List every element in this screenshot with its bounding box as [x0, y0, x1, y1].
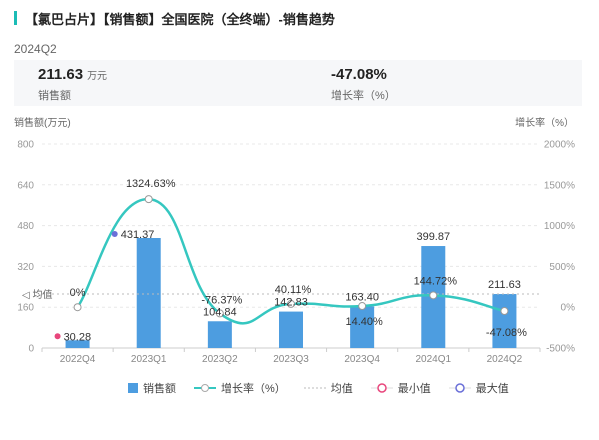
average-label: ◁ 均值	[22, 288, 52, 301]
min-point-marker	[54, 333, 61, 340]
legend-max-marker-icon	[448, 383, 471, 393]
y-tick-label: 800	[17, 140, 34, 151]
growth-rate-label: -76.37%	[201, 294, 242, 306]
y-axis-title: 销售额(万元)	[14, 116, 71, 129]
chart-title-bar: 【氯巴占片】【销售额】全国医院（全终端）-销售趋势	[14, 10, 335, 27]
legend-label-average: 均值	[330, 383, 353, 395]
growth-rate-label: 0%	[70, 287, 86, 299]
bar	[492, 294, 517, 348]
legend-item-growth[interactable]: 增长率（%）	[194, 380, 286, 396]
x-tick-label: 2023Q3	[273, 354, 309, 365]
min-value-label: 30.28	[64, 331, 92, 343]
growth-rate-label: 40.11%	[275, 284, 312, 296]
kpi-growth-value: -47.08%	[331, 66, 387, 83]
y2-axis-title: 增长率（%）	[515, 116, 574, 129]
y-tick-label: 160	[17, 303, 34, 314]
bar	[279, 311, 303, 348]
legend-item-average[interactable]: 均值	[303, 380, 353, 396]
growth-rate-line	[76, 197, 505, 325]
kpi-growth: -47.08% 增长率（%）	[331, 66, 396, 103]
legend-label-growth: 增长率（%）	[221, 383, 286, 395]
x-tick-label: 2023Q1	[131, 354, 167, 365]
x-tick-label: 2024Q1	[415, 354, 451, 365]
growth-rate-label: 1324.63%	[126, 178, 176, 190]
growth-rate-label: 14.40%	[345, 316, 383, 328]
x-tick-label: 2022Q4	[60, 354, 96, 365]
legend-label-max: 最大值	[475, 383, 509, 395]
y-tick-label: 0	[28, 344, 34, 355]
kpi-growth-label: 增长率（%）	[331, 90, 396, 102]
bar	[207, 321, 232, 348]
legend-min-marker-icon	[370, 383, 393, 393]
y2-tick-label: 0%	[561, 303, 576, 314]
y-tick-label: 320	[17, 262, 34, 273]
bar	[136, 238, 161, 348]
growth-rate-point	[429, 291, 438, 300]
bar-value-label: 399.87	[416, 231, 450, 243]
chart-title: 【氯巴占片】【销售额】全国医院（全终端）-销售趋势	[25, 11, 335, 27]
kpi-sales-value: 211.63	[38, 66, 84, 83]
kpi-sales: 211.63 万元 销售额	[38, 66, 107, 103]
kpi-summary: 211.63 万元 销售额 -47.08% 增长率（%）	[14, 60, 582, 106]
y2-tick-label: 1500%	[544, 180, 575, 191]
y-tick-label: 480	[17, 221, 34, 232]
max-point-marker	[111, 231, 118, 238]
y2-tick-label: 500%	[549, 262, 575, 273]
y-tick-label: 640	[17, 180, 34, 191]
x-tick-label: 2023Q4	[344, 354, 380, 365]
bar-value-label: 211.63	[488, 279, 521, 291]
bar	[65, 340, 90, 348]
growth-rate-point	[500, 307, 509, 316]
legend-item-max[interactable]: 最大值	[448, 380, 509, 396]
legend-label-sales: 销售额	[143, 383, 176, 395]
legend-bar-swatch-icon	[128, 383, 138, 393]
growth-rate-point	[358, 302, 367, 311]
period-label: 2024Q2	[14, 42, 57, 56]
bar-value-label: 163.40	[345, 291, 379, 303]
y2-tick-label: -500%	[546, 344, 575, 355]
growth-rate-point	[73, 303, 82, 312]
title-accent-bar	[14, 11, 17, 25]
x-tick-label: 2023Q2	[202, 354, 238, 365]
legend-item-min[interactable]: 最小值	[370, 380, 431, 396]
max-value-label: 431.37	[121, 229, 155, 241]
x-tick-label: 2024Q2	[487, 354, 523, 365]
legend-item-sales[interactable]: 销售额	[128, 380, 176, 396]
growth-rate-point	[215, 309, 224, 318]
kpi-sales-label: 销售额	[38, 90, 71, 102]
bar-value-label: 104.84	[203, 306, 237, 318]
growth-rate-point	[144, 195, 153, 204]
bar-value-label: 142.83	[274, 297, 308, 309]
legend-line-swatch-icon	[194, 384, 216, 392]
sales-trend-chart[interactable]: 销售额(万元) 增长率（%） 0 160 320 480 640 800 -500% 0% 500%…	[0, 110, 599, 375]
y2-tick-label: 1000%	[544, 221, 575, 232]
y2-tick-label: 2000%	[544, 140, 575, 151]
kpi-sales-unit: 万元	[87, 71, 108, 82]
legend-dotted-line-icon	[303, 387, 326, 389]
chart-legend: 销售额 增长率（%） 均值 最小值 最大值	[128, 380, 527, 396]
growth-rate-label: -47.08%	[486, 327, 527, 339]
legend-label-min: 最小值	[397, 383, 431, 395]
growth-rate-label: 144.72%	[414, 275, 458, 287]
bar	[350, 306, 375, 348]
growth-rate-point	[287, 299, 295, 308]
